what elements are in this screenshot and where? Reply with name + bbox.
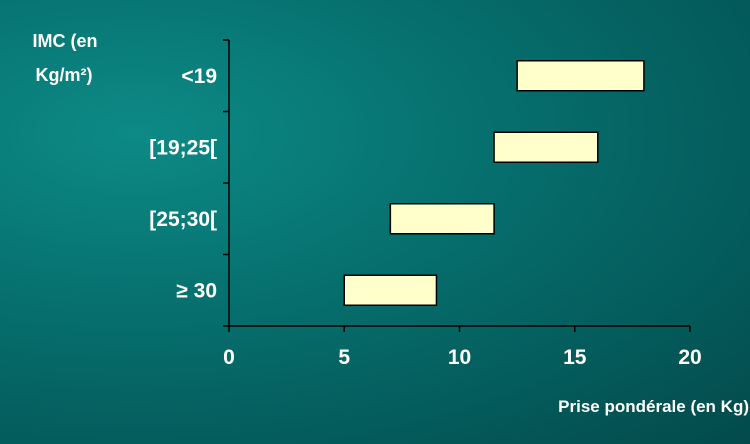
x-tick-label: 0 [223, 346, 235, 369]
x-tick-label: 10 [448, 346, 471, 369]
x-tick-label: 5 [338, 346, 350, 369]
y-category-label: ≥ 30 [176, 279, 217, 302]
x-tick-label: 20 [678, 346, 701, 369]
labels: IMC (en Kg/m²) Prise pondérale (en Kg) [33, 31, 750, 416]
y-category-label: <19 [181, 65, 217, 88]
range-bar [516, 60, 645, 92]
range-bar [493, 131, 599, 163]
y-category-label: [19;25[ [149, 136, 217, 159]
y-axis-title-line-1: IMC (en [33, 31, 98, 51]
range-bar [389, 203, 495, 235]
ticks: 0 5 10 15 20 <19 [19;25[ [25;30[ ≥ 30 [149, 39, 702, 369]
x-axis-title: Prise pondérale (en Kg) [558, 397, 749, 416]
range-bar [343, 274, 438, 306]
bars [343, 60, 645, 306]
x-tick-label: 15 [563, 346, 587, 369]
y-axis-title-line-2: Kg/m²) [36, 65, 93, 85]
y-category-label: [25;30[ [149, 208, 217, 231]
